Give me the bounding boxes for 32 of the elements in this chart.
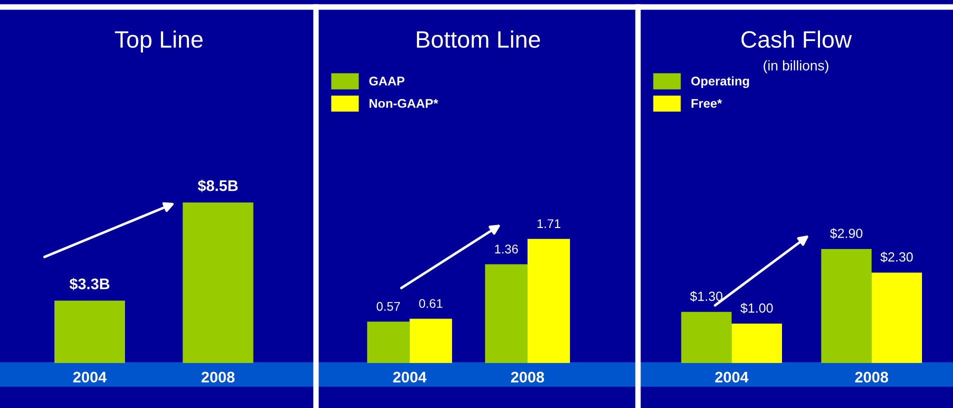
data-label: 1.36 (495, 244, 518, 254)
data-label: $2.30 (880, 252, 913, 262)
data-label: $8.5B (198, 180, 238, 192)
x-tick-label: 2004 (715, 372, 749, 383)
data-label: 0.57 (376, 302, 400, 311)
x-tick-label: 2008 (202, 372, 235, 383)
data-label: $1.30 (690, 291, 722, 302)
bar (367, 322, 410, 363)
data-label: $2.90 (830, 228, 862, 239)
data-label: $3.3B (70, 278, 110, 290)
x-tick-label: 2004 (73, 372, 107, 383)
bar (872, 272, 922, 363)
legend-label: Operating (691, 76, 749, 88)
data-label: $1.00 (740, 302, 773, 314)
chart-title: Top Line (114, 30, 203, 53)
x-tick-label: 2008 (855, 372, 888, 383)
data-label: 1.71 (538, 219, 560, 228)
legend-label: Non-GAAP* (370, 98, 438, 108)
chart-title: Bottom Line (416, 30, 540, 48)
bar (821, 248, 872, 363)
bar (732, 324, 782, 363)
bar (485, 264, 528, 363)
data-label: 0.61 (419, 299, 442, 308)
x-tick-label: 2008 (511, 372, 544, 383)
bar (681, 312, 732, 363)
legend-label: GAAP (369, 76, 404, 86)
bar (410, 318, 452, 363)
legend-label: Free* (692, 99, 722, 108)
chart-title: Cash Flow (741, 30, 852, 48)
bar (528, 238, 570, 363)
chart-subtitle: (in billions) (764, 60, 828, 74)
x-tick-label: 2004 (393, 372, 427, 383)
